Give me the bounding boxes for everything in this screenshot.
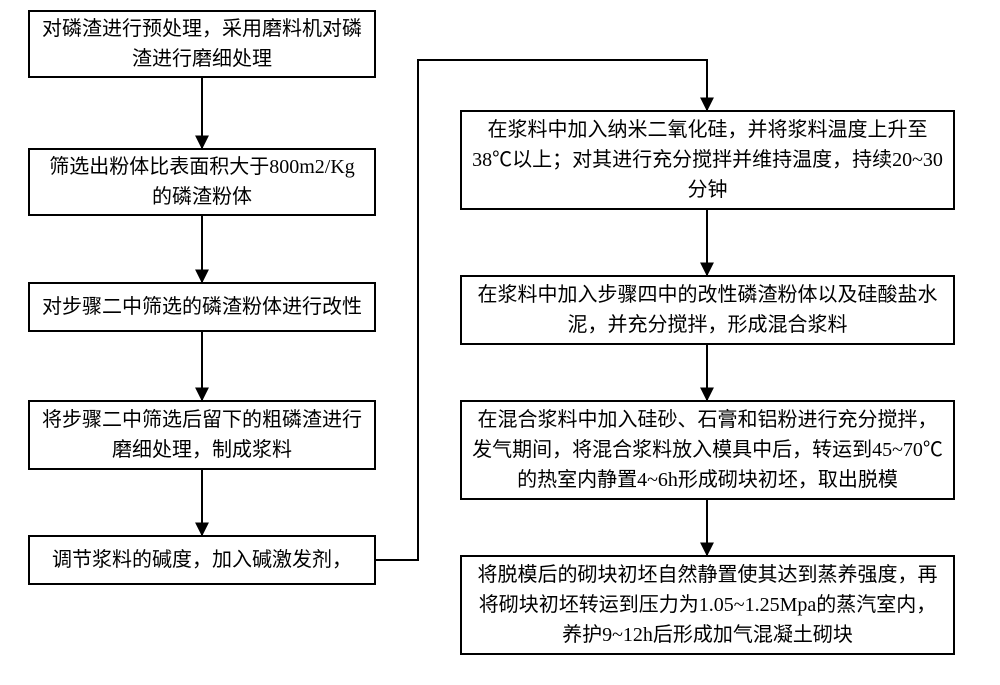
flow-node-n7: 在浆料中加入步骤四中的改性磷渣粉体以及硅酸盐水泥，并充分搅拌，形成混合浆料 [460,275,955,345]
flow-node-text: 对步骤二中筛选的磷渣粉体进行改性 [42,292,362,322]
flowchart-canvas: 对磷渣进行预处理，采用磨料机对磷渣进行磨细处理筛选出粉体比表面积大于800m2/… [0,0,1000,685]
flow-node-n4: 将步骤二中筛选后留下的粗磷渣进行磨细处理，制成浆料 [28,400,376,470]
flow-node-text: 对磷渣进行预处理，采用磨料机对磷渣进行磨细处理 [40,14,364,74]
flow-node-text: 调节浆料的碱度，加入碱激发剂， [52,545,352,575]
flow-node-text: 在混合浆料中加入硅砂、石膏和铝粉进行充分搅拌，发气期间，将混合浆料放入模具中后，… [472,405,943,495]
flow-node-text: 将脱模后的砌块初坯自然静置使其达到蒸养强度，再将砌块初坯转运到压力为1.05~1… [472,560,943,650]
flow-node-n8: 在混合浆料中加入硅砂、石膏和铝粉进行充分搅拌，发气期间，将混合浆料放入模具中后，… [460,400,955,500]
flow-node-n2: 筛选出粉体比表面积大于800m2/Kg的磷渣粉体 [28,148,376,216]
flow-node-n6: 在浆料中加入纳米二氧化硅，并将浆料温度上升至38℃以上；对其进行充分搅拌并维持温… [460,110,955,210]
flow-node-text: 在浆料中加入纳米二氧化硅，并将浆料温度上升至38℃以上；对其进行充分搅拌并维持温… [472,115,943,205]
flow-node-text: 在浆料中加入步骤四中的改性磷渣粉体以及硅酸盐水泥，并充分搅拌，形成混合浆料 [472,280,943,340]
flow-node-text: 筛选出粉体比表面积大于800m2/Kg的磷渣粉体 [40,152,364,212]
flow-node-text: 将步骤二中筛选后留下的粗磷渣进行磨细处理，制成浆料 [40,405,364,465]
flow-node-n9: 将脱模后的砌块初坯自然静置使其达到蒸养强度，再将砌块初坯转运到压力为1.05~1… [460,555,955,655]
flow-node-n3: 对步骤二中筛选的磷渣粉体进行改性 [28,282,376,332]
flow-node-n1: 对磷渣进行预处理，采用磨料机对磷渣进行磨细处理 [28,10,376,78]
flow-node-n5: 调节浆料的碱度，加入碱激发剂， [28,535,376,585]
